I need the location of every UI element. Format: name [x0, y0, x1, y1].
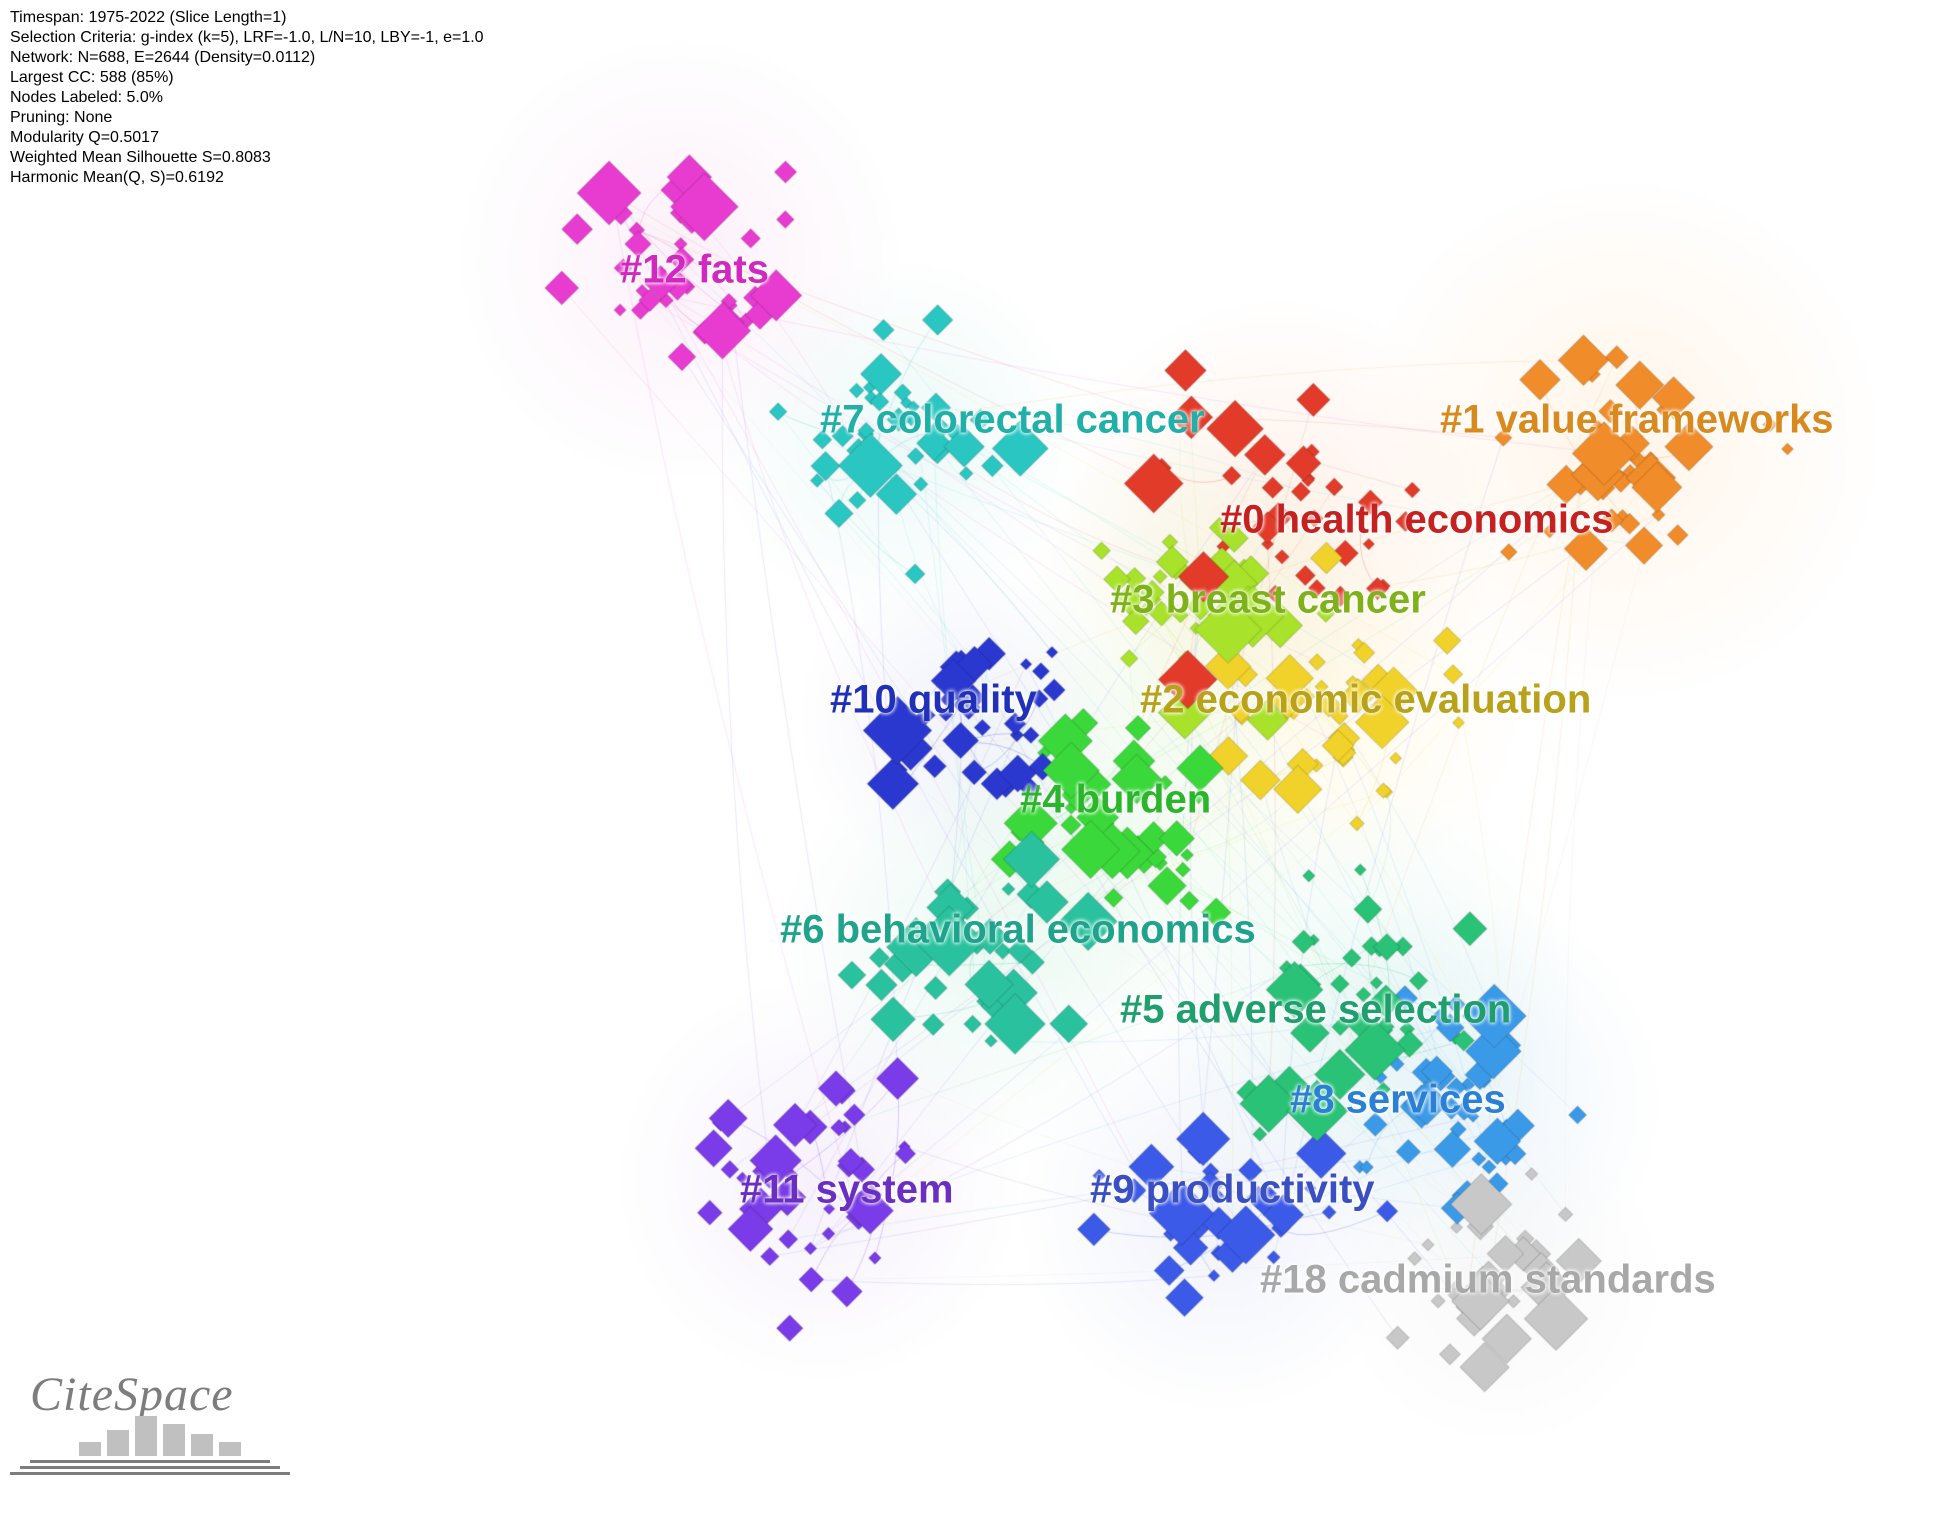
- cluster-label: #4 burden: [1020, 778, 1211, 823]
- cluster-label: #9 productivity: [1090, 1168, 1375, 1213]
- cluster-label: #1 value frameworks: [1440, 398, 1834, 443]
- cluster-label: #8 services: [1290, 1078, 1506, 1123]
- cluster-label: #7 colorectal cancer: [820, 398, 1205, 443]
- meta-info: Timespan: 1975-2022 (Slice Length=1) Sel…: [10, 8, 484, 188]
- cluster-label: #2 economic evaluation: [1140, 678, 1591, 723]
- logo-bars: [30, 1416, 290, 1456]
- logo-base: [30, 1460, 290, 1475]
- citespace-logo: CiteSpace: [30, 1367, 290, 1478]
- cluster-label: #10 quality: [830, 678, 1037, 723]
- cluster-label: #12 fats: [620, 248, 769, 293]
- cluster-label: #6 behavioral economics: [780, 908, 1256, 953]
- cluster-label: #3 breast cancer: [1110, 578, 1426, 623]
- logo-text: CiteSpace: [30, 1367, 290, 1422]
- cluster-label: #0 health economics: [1220, 498, 1613, 543]
- cluster-label: #11 system: [740, 1168, 954, 1213]
- cluster-label: #18 cadmium standards: [1260, 1258, 1716, 1303]
- cluster-label: #5 adverse selection: [1120, 988, 1511, 1033]
